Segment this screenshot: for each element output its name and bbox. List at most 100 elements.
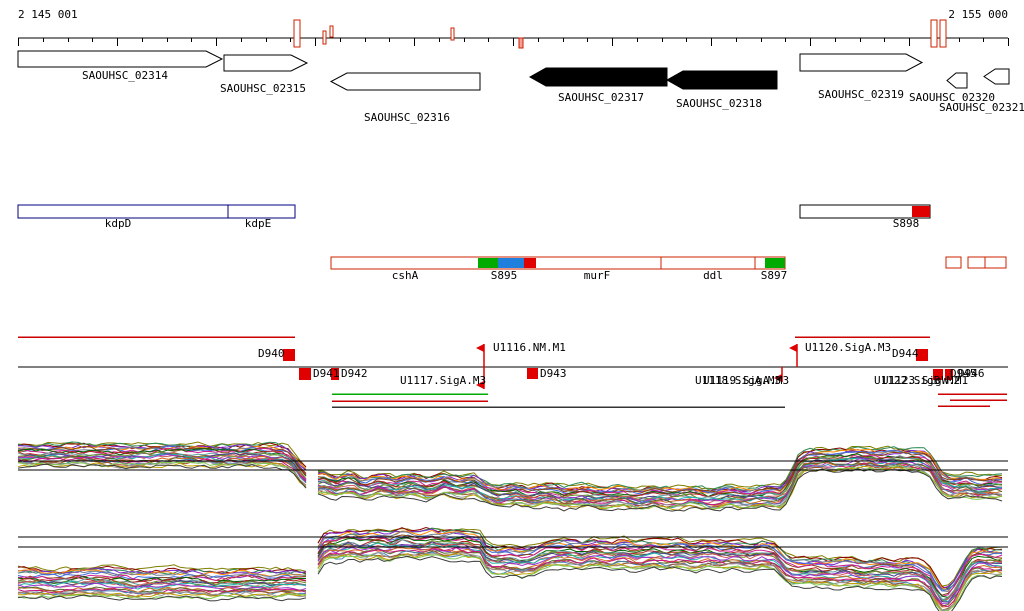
expression-line: [17, 461, 307, 489]
tss-label: U1123.SigW.M1: [882, 374, 968, 387]
tss-marker[interactable]: [299, 368, 311, 380]
tss-label: U1117.SigA.M3: [400, 374, 486, 387]
expression-line: [317, 451, 1003, 495]
tss-marker[interactable]: [945, 369, 953, 380]
expression-line: [317, 461, 1003, 506]
feature-label: ddl: [703, 269, 723, 282]
ruler-end-coordinate: 2 155 000: [948, 8, 1008, 21]
gene-arrow-SAOUHSC_02314[interactable]: [17, 50, 224, 68]
expression-line: [17, 441, 307, 471]
ruler-track: [18, 19, 1009, 49]
gene-arrow-SAOUHSC_02317[interactable]: [528, 67, 668, 87]
tss-label: U1118.SigA.M3: [695, 374, 781, 387]
gene-label: SAOUHSC_02316: [364, 111, 450, 124]
feature-box-segment: [765, 258, 785, 268]
gene-arrow-SAOUHSC_02315[interactable]: [223, 54, 309, 72]
expression-line: [18, 567, 307, 575]
expression-line: [17, 579, 307, 588]
gene-arrow-SAOUHSC_02316[interactable]: [329, 72, 481, 91]
expression-line: [17, 455, 307, 484]
expression-line: [317, 457, 1003, 504]
tss-label: U1116.NM.M1: [493, 341, 566, 354]
gene-label: SAOUHSC_02318: [676, 97, 762, 110]
ruler-feature-mark[interactable]: [329, 25, 334, 38]
expression-line: [17, 447, 307, 476]
feature-box[interactable]: [17, 204, 296, 219]
feature-box-segment: [912, 206, 930, 217]
gene-label: SAOUHSC_02319: [818, 88, 904, 101]
gene-arrow-SAOUHSC_02321[interactable]: [983, 68, 1010, 85]
tss-track: D940 U1116.NM.M1 U1120.SigA.M3 D944 D941 D942…: [18, 336, 1008, 408]
expression-line: [17, 588, 307, 598]
ruler-feature-mark[interactable]: [450, 27, 455, 41]
gene-arrow-SAOUHSC_02320[interactable]: [946, 72, 968, 89]
ruler-feature-mark[interactable]: [518, 37, 524, 49]
feature-box-segment: [478, 258, 498, 268]
ruler-start-coordinate: 2 145 001: [18, 8, 78, 21]
tss-label: U1120.SigA.M3: [805, 341, 891, 354]
expression-line: [17, 579, 307, 589]
expression-line: [317, 537, 1003, 598]
expression-line: [317, 555, 1003, 611]
feature-label: S898: [893, 217, 920, 230]
tss-flag: [476, 381, 484, 389]
expression-panel-1: [17, 441, 1008, 512]
expression-line: [17, 446, 307, 474]
gene-label: SAOUHSC_02317: [558, 91, 644, 104]
expression-line: [317, 542, 1003, 603]
expression-line: [317, 547, 1003, 608]
tss-label: U1119.SigA.M3: [703, 374, 789, 387]
tss-label: D946: [958, 367, 985, 380]
tss-marker[interactable]: [331, 368, 339, 380]
expression-line: [317, 449, 1003, 494]
tss-flag: [789, 344, 797, 352]
tss-marker[interactable]: [916, 349, 928, 361]
feature-box[interactable]: [945, 256, 962, 269]
feature-label: kdpD: [105, 217, 132, 230]
feature-box[interactable]: [330, 256, 786, 270]
gene-arrow-SAOUHSC_02319[interactable]: [799, 53, 924, 72]
expression-line: [17, 463, 307, 489]
expression-line: [17, 564, 307, 572]
ruler-feature-mark[interactable]: [322, 30, 327, 45]
tss-flag: [476, 344, 484, 352]
tss-marker[interactable]: [527, 368, 538, 379]
feature-box-segment: [498, 258, 524, 268]
ruler-feature-mark[interactable]: [939, 19, 947, 48]
gene-label: SAOUHSC_02314: [82, 69, 168, 82]
tss-label: D940: [258, 347, 285, 360]
tss-marker[interactable]: [283, 349, 295, 361]
expression-line: [317, 462, 1003, 507]
gene-label: SAOUHSC_02321: [939, 101, 1024, 114]
gene-label: SAOUHSC_02315: [220, 82, 306, 95]
feature-label: kdpE: [245, 217, 272, 230]
expression-line: [317, 455, 1003, 499]
gene-arrow-SAOUHSC_02318[interactable]: [665, 70, 778, 90]
tss-label: U1122.SigB.M2: [874, 374, 960, 387]
gene-track: SAOUHSC_02314 SAOUHSC_02315 SAOUHSC_02316 S…: [17, 50, 1024, 124]
expression-line: [317, 453, 1002, 498]
feature-label: S895: [491, 269, 518, 282]
ruler-feature-mark[interactable]: [293, 19, 301, 48]
expression-line: [317, 541, 1003, 603]
operon-track: kdpD kdpE S898 cshA S895 murF ddl S897: [17, 204, 1007, 282]
expression-panel-2: [17, 526, 1008, 611]
expression-line: [18, 590, 307, 598]
tss-label: D945: [950, 367, 977, 380]
feature-box-segment: [524, 258, 536, 268]
expression-line: [317, 554, 1003, 611]
tss-label: D943: [540, 367, 567, 380]
expression-line: [317, 446, 1003, 491]
tss-label: D944: [892, 347, 919, 360]
tss-marker[interactable]: [933, 369, 943, 380]
expression-line: [17, 462, 307, 488]
expression-line: [317, 540, 1003, 602]
feature-label: murF: [584, 269, 611, 282]
expression-line: [17, 582, 307, 591]
feature-label: S897: [761, 269, 788, 282]
expression-line: [317, 553, 1003, 611]
ruler-feature-mark[interactable]: [930, 19, 938, 48]
feature-box[interactable]: [967, 256, 1007, 269]
gene-label: SAOUHSC_02320: [909, 91, 995, 104]
